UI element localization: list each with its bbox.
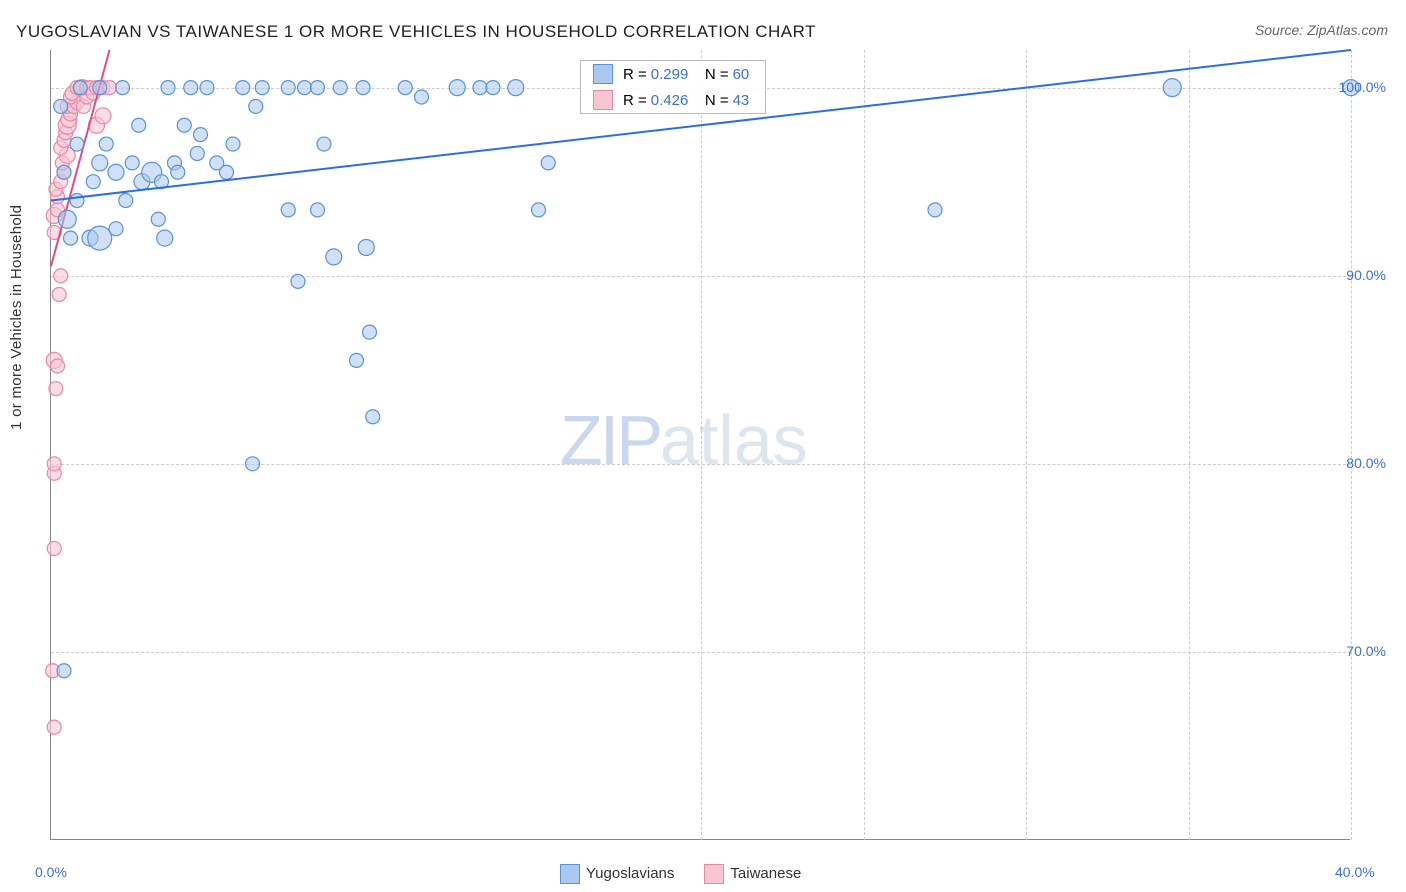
n-value: 43	[733, 92, 750, 109]
data-point	[326, 249, 342, 265]
data-point	[161, 81, 175, 95]
n-value: 60	[733, 66, 750, 83]
data-point	[132, 118, 146, 132]
data-point	[88, 226, 112, 250]
data-point	[57, 664, 71, 678]
series-swatch	[593, 64, 613, 84]
legend-bottom: Yugoslavians Taiwanese	[560, 864, 801, 884]
data-point	[486, 81, 500, 95]
data-point	[311, 203, 325, 217]
data-point	[116, 81, 130, 95]
data-point	[151, 212, 165, 226]
stats-row: R = 0.299 N = 60	[581, 61, 765, 87]
data-point	[52, 288, 66, 302]
data-point	[93, 81, 107, 95]
watermark: ZIPatlas	[560, 400, 808, 480]
data-point	[255, 81, 269, 95]
data-point	[47, 457, 61, 471]
data-point	[99, 137, 113, 151]
data-point	[51, 359, 65, 373]
data-point	[366, 410, 380, 424]
data-point	[246, 457, 260, 471]
r-value: 0.426	[651, 92, 689, 109]
data-point	[415, 90, 429, 104]
data-point	[541, 156, 555, 170]
data-point	[177, 118, 191, 132]
legend-swatch	[704, 864, 724, 884]
data-point	[184, 81, 198, 95]
data-point	[86, 175, 100, 189]
data-point	[200, 81, 214, 95]
data-point	[70, 193, 84, 207]
data-point	[473, 81, 487, 95]
x-tick-label: 40.0%	[1335, 864, 1375, 880]
data-point	[398, 81, 412, 95]
legend-label: Yugoslavians	[586, 865, 674, 882]
data-point	[333, 81, 347, 95]
y-tick-label: 80.0%	[1346, 455, 1386, 471]
series-swatch	[593, 90, 613, 110]
data-point	[358, 240, 374, 256]
data-point	[49, 382, 63, 396]
r-value: 0.299	[651, 66, 689, 83]
legend-item: Taiwanese	[704, 864, 801, 884]
watermark-bold: ZIP	[560, 401, 660, 479]
data-point	[54, 269, 68, 283]
legend-item: Yugoslavians	[560, 864, 674, 884]
source-attribution: Source: ZipAtlas.com	[1255, 22, 1388, 38]
data-point	[928, 203, 942, 217]
data-point	[281, 81, 295, 95]
y-tick-label: 90.0%	[1346, 267, 1386, 283]
y-axis-label: 1 or more Vehicles in Household	[8, 205, 25, 430]
data-point	[54, 99, 68, 113]
data-point	[317, 137, 331, 151]
data-point	[1163, 79, 1181, 97]
data-point	[291, 274, 305, 288]
data-point	[226, 137, 240, 151]
stats-row: R = 0.426 N = 43	[581, 87, 765, 113]
data-point	[281, 203, 295, 217]
data-point	[298, 81, 312, 95]
data-point	[363, 325, 377, 339]
data-point	[449, 80, 465, 96]
data-point	[350, 353, 364, 367]
data-point	[236, 81, 250, 95]
data-point	[220, 165, 234, 179]
chart-title: YUGOSLAVIAN VS TAIWANESE 1 OR MORE VEHIC…	[16, 22, 816, 42]
data-point	[157, 230, 173, 246]
data-point	[190, 146, 204, 160]
x-tick-label: 0.0%	[35, 864, 67, 880]
data-point	[171, 165, 185, 179]
y-tick-label: 70.0%	[1346, 643, 1386, 659]
data-point	[64, 231, 78, 245]
watermark-light: atlas	[660, 401, 808, 479]
data-point	[194, 128, 208, 142]
data-point	[92, 155, 108, 171]
data-point	[95, 108, 111, 124]
data-point	[311, 81, 325, 95]
data-point	[70, 137, 84, 151]
data-point	[47, 541, 61, 555]
data-point	[532, 203, 546, 217]
data-point	[57, 165, 71, 179]
data-point	[356, 81, 370, 95]
data-point	[508, 80, 524, 96]
data-point	[119, 193, 133, 207]
correlation-stats-box: R = 0.299 N = 60R = 0.426 N = 43	[580, 60, 766, 114]
legend-label: Taiwanese	[730, 865, 801, 882]
data-point	[108, 164, 124, 180]
legend-swatch	[560, 864, 580, 884]
data-point	[73, 81, 87, 95]
data-point	[125, 156, 139, 170]
data-point	[58, 210, 76, 228]
data-point	[109, 222, 123, 236]
y-tick-label: 100.0%	[1339, 79, 1386, 95]
data-point	[249, 99, 263, 113]
data-point	[47, 720, 61, 734]
